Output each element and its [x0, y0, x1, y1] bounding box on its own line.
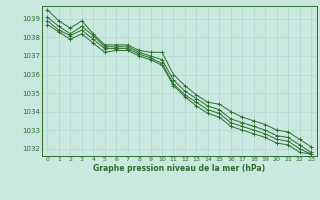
X-axis label: Graphe pression niveau de la mer (hPa): Graphe pression niveau de la mer (hPa) — [93, 164, 265, 173]
